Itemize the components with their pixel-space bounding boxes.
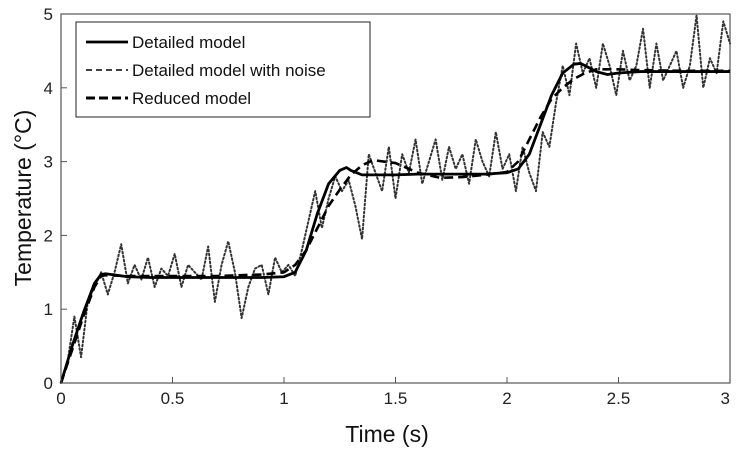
- legend-label-reduced-model: Reduced model: [132, 89, 251, 108]
- y-tick-label: 1: [44, 300, 53, 319]
- y-tick-label: 5: [44, 5, 53, 24]
- x-axis-title: Time (s): [345, 421, 428, 447]
- legend: Detailed model Detailed model with noise…: [75, 21, 371, 118]
- x-tick-label: 3: [721, 389, 730, 408]
- series-line-detailed-model: [59, 62, 730, 384]
- x-tick-label: 0: [56, 389, 65, 408]
- y-axis-title: Temperature (°C): [10, 110, 36, 287]
- x-tick-label: 0.5: [161, 389, 185, 408]
- y-tick-label: 4: [44, 79, 53, 98]
- x-tick-label: 2: [502, 389, 511, 408]
- legend-label-detailed-model: Detailed model: [132, 33, 245, 52]
- x-tick-label: 1.5: [384, 389, 408, 408]
- y-tick-label: 2: [44, 226, 53, 245]
- axis-ticks: 0 0.5 1 1.5 2 2.5 3 0 1 2 3 4 5: [44, 5, 731, 408]
- legend-label-detailed-model-with-noise: Detailed model with noise: [132, 61, 326, 80]
- series-line-detailed-model-with-noise: [60, 14, 731, 384]
- legend-box: [75, 21, 371, 118]
- x-tick-label: 2.5: [607, 389, 631, 408]
- y-tick-label: 0: [44, 374, 53, 393]
- series-layer: [59, 14, 731, 384]
- x-tick-label: 1: [279, 389, 288, 408]
- y-tick-label: 3: [44, 153, 53, 172]
